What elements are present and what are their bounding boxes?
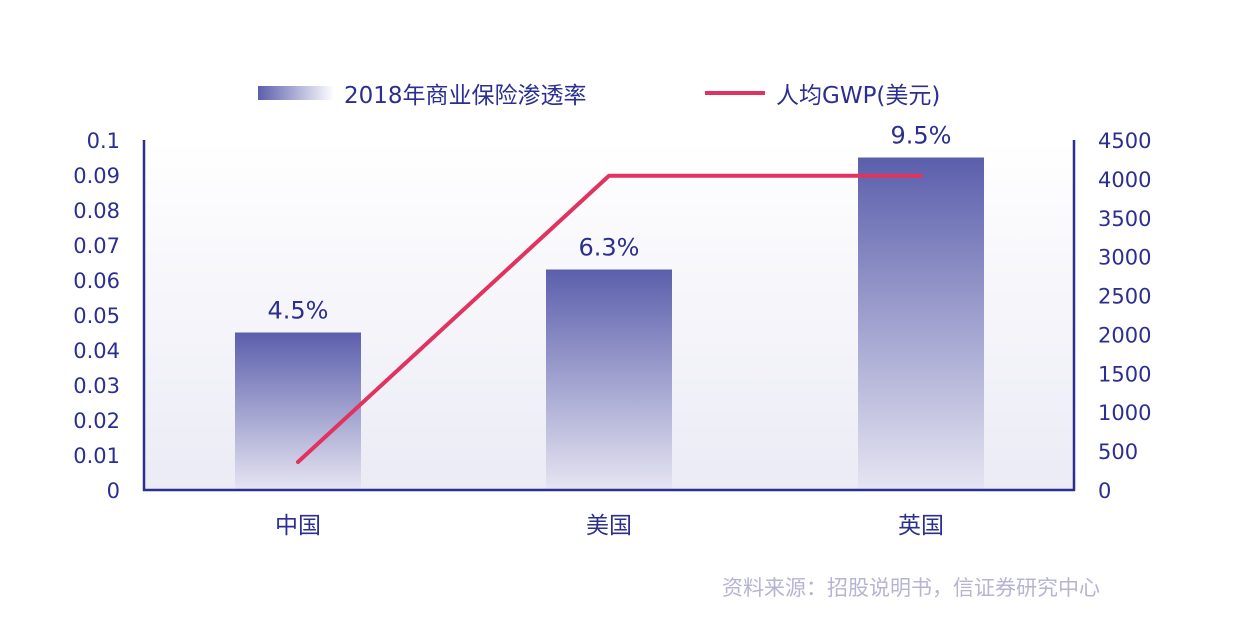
bars — [235, 157, 984, 490]
right-tick-7: 3500 — [1098, 207, 1151, 231]
left-tick-3: 0.03 — [73, 374, 120, 398]
right-tick-5: 2500 — [1098, 285, 1151, 309]
legend: 2018年商业保险渗透率 人均GWP(美元) — [258, 83, 940, 109]
category-labels: 中国 美国 英国 — [275, 513, 944, 539]
right-tick-0: 0 — [1098, 479, 1111, 503]
series-line-gwp — [296, 173, 923, 464]
left-tick-9: 0.09 — [73, 164, 120, 188]
left-tick-8: 0.08 — [73, 199, 120, 223]
legend-label-bar: 2018年商业保险渗透率 — [344, 83, 587, 109]
left-tick-4: 0.04 — [73, 339, 120, 363]
source-note: 资料来源：招股说明书，信证券研究中心 — [722, 576, 1100, 600]
left-tick-1: 0.01 — [73, 444, 120, 468]
left-tick-2: 0.02 — [73, 409, 120, 433]
left-tick-6: 0.06 — [73, 269, 120, 293]
category-label-1: 美国 — [586, 513, 632, 539]
bar-data-label-1: 6.3% — [579, 234, 640, 262]
left-tick-5: 0.05 — [73, 304, 120, 328]
left-tick-0: 0 — [107, 479, 120, 503]
bar-2 — [858, 157, 984, 490]
bar-data-label-0: 4.5% — [268, 297, 329, 325]
legend-swatch-bar — [258, 86, 334, 100]
right-tick-8: 4000 — [1098, 168, 1151, 192]
category-label-0: 中国 — [275, 513, 321, 539]
right-tick-1: 500 — [1098, 440, 1138, 464]
left-tick-10: 0.1 — [87, 129, 120, 153]
bar-1 — [546, 269, 672, 490]
bar-0 — [235, 332, 361, 490]
left-tick-labels: 0 0.01 0.02 0.03 0.04 0.05 0.06 0.07 0.08 0.09 0.1 — [73, 129, 120, 503]
right-tick-2: 1000 — [1098, 401, 1151, 425]
right-tick-4: 2000 — [1098, 323, 1151, 347]
left-tick-7: 0.07 — [73, 234, 120, 258]
right-tick-labels: 0 500 1000 1500 2000 2500 3000 3500 4000 4500 — [1098, 129, 1151, 503]
right-tick-6: 3000 — [1098, 246, 1151, 270]
bar-data-label-2: 9.5% — [891, 122, 952, 150]
bar-labels: 4.5% 6.3% 9.5% — [268, 122, 952, 325]
right-tick-3: 1500 — [1098, 362, 1151, 386]
right-tick-9: 4500 — [1098, 129, 1151, 153]
category-label-2: 英国 — [898, 513, 944, 539]
legend-label-line: 人均GWP(美元) — [776, 83, 940, 109]
